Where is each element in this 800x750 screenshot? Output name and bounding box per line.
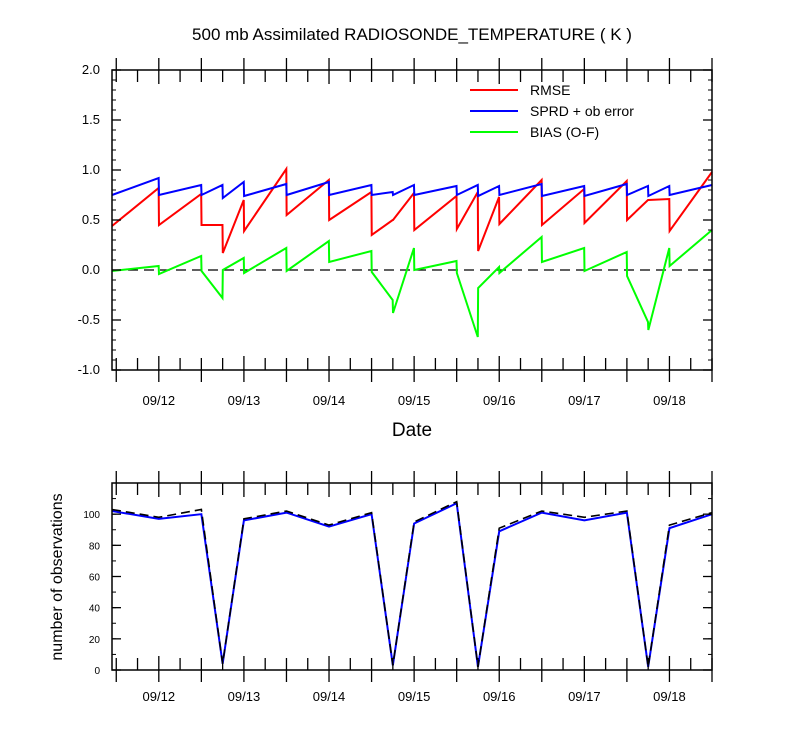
top-series-line-bias-o-f — [111, 229, 713, 338]
top-x-tick-label: 09/16 — [483, 393, 516, 408]
bottom-y-tick-label: 20 — [89, 635, 101, 646]
legend-label-bias: BIAS (O-F) — [530, 124, 599, 140]
top-y-tick-label: 0.5 — [82, 212, 100, 227]
bottom-y-tick-label: 40 — [89, 604, 101, 615]
x-axis-title: Date — [392, 420, 432, 441]
bottom-x-tick-label: 09/17 — [568, 689, 601, 704]
bottom-x-tick-label: 09/14 — [313, 689, 346, 704]
top-series-line-sprd-ob-error — [111, 176, 713, 200]
bottom-x-tick-label: 09/13 — [228, 689, 261, 704]
top-chart-panel: 500 mb Assimilated RADIOSONDE_TEMPERATUR… — [78, 25, 713, 441]
top-x-tick-label: 09/18 — [653, 393, 686, 408]
top-y-tick-label: 1.5 — [82, 112, 100, 127]
bottom-y-tick-label: 0 — [94, 666, 100, 677]
top-y-tick-label: 2.0 — [82, 62, 100, 77]
y-axis-title-observations: number of observations — [49, 493, 66, 660]
top-x-tick-label: 09/17 — [568, 393, 601, 408]
top-y-tick-label: -1.0 — [78, 362, 100, 377]
bottom-y-tick-label: 80 — [89, 541, 101, 552]
top-x-tick-label: 09/14 — [313, 393, 346, 408]
top-x-tick-label: 09/15 — [398, 393, 431, 408]
bottom-x-tick-label: 09/12 — [143, 689, 176, 704]
legend-label-rmse: RMSE — [530, 82, 570, 98]
top-y-tick-label: -0.5 — [78, 312, 100, 327]
chart-title: 500 mb Assimilated RADIOSONDE_TEMPERATUR… — [192, 25, 632, 44]
bottom-y-tick-label: 100 — [83, 510, 100, 521]
top-y-tick-label: 0.0 — [82, 262, 100, 277]
bottom-x-tick-label: 09/18 — [653, 689, 686, 704]
top-x-tick-label: 09/13 — [228, 393, 261, 408]
legend-label-sprd: SPRD + ob error — [530, 103, 634, 119]
top-y-tick-label: 1.0 — [82, 162, 100, 177]
bottom-y-tick-label: 60 — [89, 573, 101, 584]
top-x-tick-label: 09/12 — [143, 393, 176, 408]
bottom-chart-panel: 0 20 40 60 80 100 09/12 09/13 09/14 09/15 09/16 09/… — [49, 471, 713, 704]
legend: RMSE SPRD + ob error BIAS (O-F) — [470, 82, 634, 140]
bottom-x-tick-label: 09/16 — [483, 689, 516, 704]
bottom-x-tick-label: 09/15 — [398, 689, 431, 704]
